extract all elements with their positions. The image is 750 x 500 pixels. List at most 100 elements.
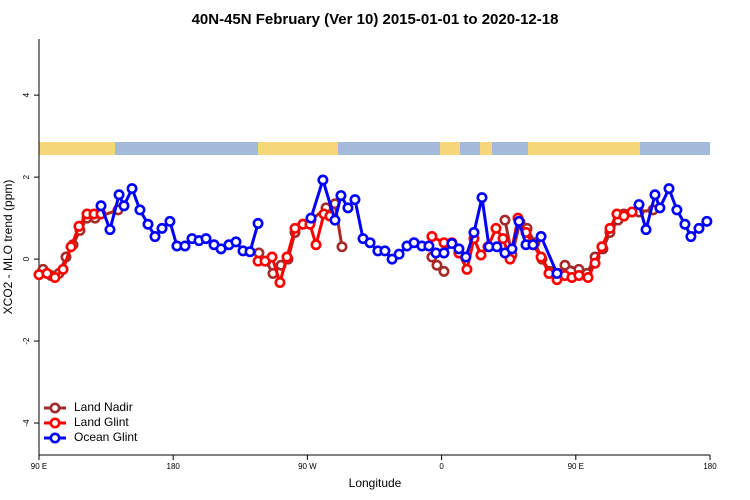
data-point [73,220,85,232]
legend-label: Land Nadir [74,400,133,414]
land-strip [480,142,492,155]
x-tick-label: 90 E [568,462,584,471]
y-axis-label: XCO2 - MLO trend (ppm) [1,180,15,315]
data-point [134,204,146,216]
data-point [438,247,450,259]
data-point [149,231,161,243]
legend-marker [49,432,61,444]
data-point [95,200,107,212]
data-point [266,251,278,263]
y-tick-label: 2 [22,174,31,179]
x-tick-label: 90 E [31,462,47,471]
legend-label: Land Glint [74,415,129,429]
data-point [506,243,518,255]
data-point [490,222,502,234]
x-tick-label: 180 [703,462,717,471]
data-point [142,218,154,230]
data-point [475,249,487,261]
land-strip [39,142,115,155]
data-point [305,212,317,224]
data-point [274,276,286,288]
data-point [336,241,348,253]
data-point [468,226,480,238]
data-point [679,218,691,230]
data-point [640,224,652,236]
y-tick-label: 0 [22,256,31,261]
data-point [551,267,563,279]
data-point [573,269,585,281]
data-point [423,240,435,252]
data-point [649,189,661,201]
land-strip [440,142,460,155]
data-point [589,257,601,269]
data-point [535,231,547,243]
data-point [386,253,398,265]
data-point [41,267,53,279]
data-point [596,241,608,253]
data-point [281,251,293,263]
legend-marker [49,417,61,429]
data-point [252,217,264,229]
data-point [164,215,176,227]
data-point [335,190,347,202]
data-point [126,183,138,195]
data-point [65,241,77,253]
data-point [559,259,571,271]
data-point [491,241,503,253]
data-point [244,246,256,258]
data-point [453,243,465,255]
data-point [654,202,666,214]
data-point [701,215,713,227]
data-point [431,259,443,271]
data-point [633,199,645,211]
data-point [618,210,630,222]
data-point [118,200,130,212]
data-point [179,240,191,252]
data-point [476,192,488,204]
data-point [460,251,472,263]
data-point [329,214,341,226]
data-point [289,222,301,234]
data-point [438,265,450,277]
data-point [604,222,616,234]
x-tick-label: 90 W [298,462,317,471]
data-point [393,248,405,260]
legend-marker [49,402,61,414]
data-point [582,272,594,284]
data-point [685,231,697,243]
data-point [626,206,638,218]
data-point [215,243,227,255]
data-point [513,215,525,227]
chart-title: 40N-45N February (Ver 10) 2015-01-01 to … [192,11,559,28]
data-point [113,189,125,201]
data-point [349,194,361,206]
data-point [230,236,242,248]
data-point [342,202,354,214]
data-point [663,183,675,195]
x-axis-label: Longitude [349,476,402,490]
data-point [317,174,329,186]
land-strip [528,142,640,155]
data-point [671,204,683,216]
y-tick-label: -2 [22,337,31,345]
data-point [499,214,511,226]
data-point [426,231,438,243]
data-point [57,263,69,275]
x-tick-label: 0 [439,462,444,471]
legend-label: Ocean Glint [74,430,138,444]
data-point [446,238,458,250]
data-point [527,239,539,251]
surface-strip [39,142,710,155]
data-point [379,245,391,257]
data-point [535,251,547,263]
data-point [200,233,212,245]
series-line [99,178,708,275]
data-point [156,222,168,234]
data-point [49,272,61,284]
y-tick-label: 4 [22,92,31,97]
data-point [693,222,705,234]
data-point [461,263,473,275]
data-point [104,224,116,236]
